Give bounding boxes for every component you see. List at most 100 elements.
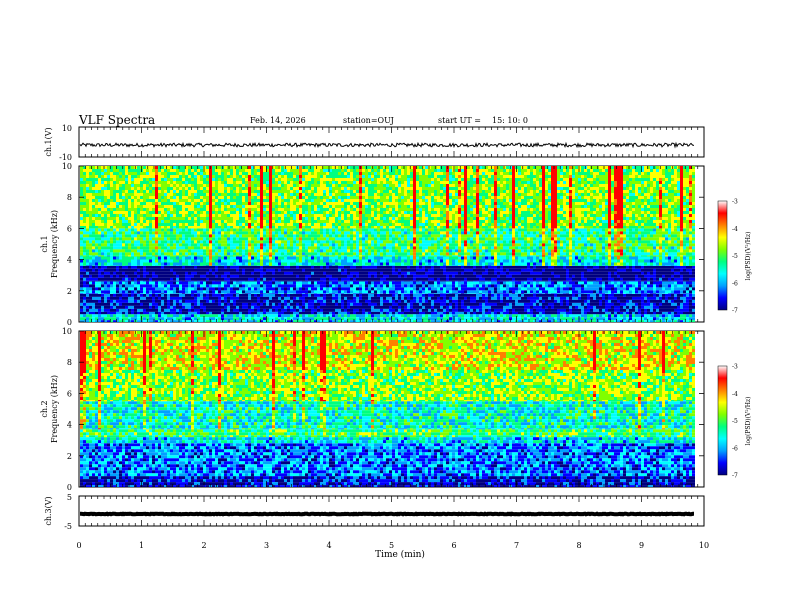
spectrogram-cell [263,217,266,220]
spectrogram-cell [155,299,158,303]
spectrogram-cell [320,208,323,211]
spectrogram-cell [149,190,152,193]
spectrogram-cell [299,302,302,306]
spectrogram-cell [122,228,125,232]
spectrogram-cell [116,237,119,241]
spectrogram-cell [215,246,218,250]
spectrogram-cell [107,255,110,257]
spectrogram-cell [323,240,326,244]
spectrogram-cell [284,271,287,275]
spectrogram-cell [308,178,311,181]
spectrogram-cell [272,184,275,187]
spectrogram-cell [299,317,302,321]
spectrogram-cell [95,231,98,235]
spectrogram-cell [320,169,323,172]
spectrogram-cell [218,274,221,278]
spectrogram-cell [158,243,161,247]
spectrogram-cell [272,265,275,269]
spectrogram-cell [227,280,230,282]
spectrogram-cell [257,274,260,278]
spectrogram-cell [206,196,209,199]
spectrogram-cell [185,199,188,202]
spectrogram-cell [332,293,335,294]
spectrogram-cell [152,234,155,238]
spectrogram-cell [293,205,296,208]
spectrogram-cell [245,237,248,241]
spectrogram-cell [218,293,221,294]
spectrogram-cell [260,205,263,208]
spectrogram-cell [314,243,317,247]
spectrogram-cell [95,234,98,238]
spectrogram-cell [257,281,260,285]
spectrogram-cell [236,293,239,297]
spectrogram-cell [161,281,164,285]
spectrogram-cell [248,271,251,275]
spectrogram-cell [272,202,275,205]
spectrogram-cell [182,305,185,309]
spectrogram-cell [248,265,251,269]
spectrogram-cell [206,262,209,266]
spectrogram-cell [344,181,347,184]
spectrogram-cell [83,280,86,282]
spectrogram-cell [176,302,179,306]
spectrogram-cell [248,284,251,288]
spectrogram-cell [260,296,263,300]
spectrogram-cell [131,181,134,184]
spectrogram-cell [107,287,110,291]
spectrogram-cell [86,284,89,288]
spectrogram-cell [176,240,179,244]
spectrogram-cell [215,226,218,229]
spectrogram-cell [104,205,107,208]
spectrogram-cell [131,187,134,190]
spectrogram-cell [203,202,206,205]
spectrogram-cell [182,169,185,172]
spectrogram-cell [152,314,155,318]
spectrogram-cell [338,259,341,263]
spectrogram-cell [173,166,176,169]
spectrogram-cell [269,240,272,244]
spectrogram-cell [161,259,164,263]
spectrogram-cell [239,290,242,294]
spectrogram-cell [185,184,188,187]
spectrogram-cell [236,280,239,282]
spectrogram-cell [119,169,122,172]
spectrogram-cell [338,293,341,294]
spectrogram-cell [269,293,272,297]
spectrogram-cell [158,287,161,291]
spectrogram-cell [227,237,230,241]
spectrogram-cell [215,317,218,321]
spectrogram-cell [284,277,287,281]
spectrogram-cell [230,217,233,220]
spectrogram-cell [98,223,101,226]
spectrogram-cell [134,169,137,172]
spectrogram-cell [227,302,230,306]
spectrogram-cell [257,296,260,300]
spectrogram-cell [134,202,137,205]
spectrogram-cell [317,208,320,211]
spectrogram-cell [110,226,113,229]
spectrogram-cell [281,202,284,205]
spectrogram-cell [281,220,284,223]
spectrogram-cell [233,166,236,169]
spectrogram-cell [152,208,155,211]
spectrogram-cell [242,311,245,315]
spectrogram-cell [296,284,299,288]
spectrogram-cell [272,211,275,214]
spectrogram-cell [290,252,293,256]
spectrogram-cell [110,317,113,321]
spectrogram-cell [128,166,131,169]
spectrogram-cell [164,311,167,315]
spectrogram-cell [323,178,326,181]
spectrogram-cell [188,290,191,294]
spectrogram-cell [266,228,269,232]
spectrogram-cell [251,290,254,294]
spectrogram-cell [167,187,170,190]
spectrogram-cell [305,265,308,269]
spectrogram-cell [185,181,188,184]
spectrogram-cell [281,256,284,260]
spectrogram-cell [239,274,242,278]
spectrogram-cell [239,240,242,244]
spectrogram-cell [206,181,209,184]
spectrogram-cell [188,308,191,312]
spectrogram-cell [98,293,101,294]
